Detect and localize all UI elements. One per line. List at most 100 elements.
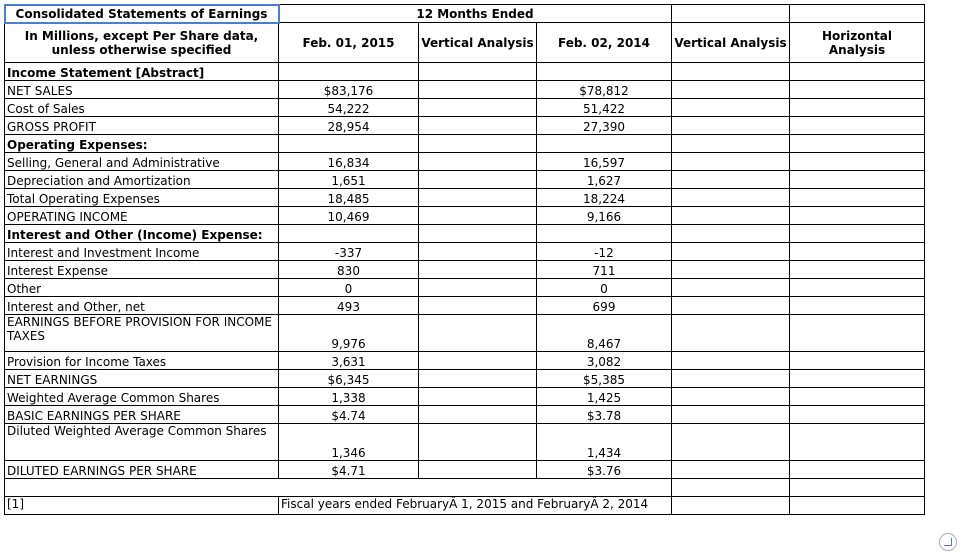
horizontal-analysis bbox=[789, 62, 925, 81]
vertical-analysis-2015 bbox=[418, 460, 537, 479]
table-row: OPERATING INCOME 10,469 9,166 bbox=[4, 206, 925, 225]
vertical-analysis-2015 bbox=[418, 188, 537, 207]
table-row: Interest and Other, net 493 699 bbox=[4, 296, 925, 315]
horizontal-analysis bbox=[789, 170, 925, 189]
units-header: In Millions, except Per Share data, unle… bbox=[4, 22, 279, 63]
period-header: 12 Months Ended bbox=[278, 4, 672, 23]
value-2014: $78,812 bbox=[536, 80, 672, 99]
value-2015: $83,176 bbox=[278, 80, 419, 99]
col-header: Horizontal Analysis bbox=[789, 22, 925, 63]
value-2015: $4.74 bbox=[278, 405, 419, 424]
vertical-analysis-2015 bbox=[418, 423, 537, 461]
vertical-analysis-2015 bbox=[418, 98, 537, 117]
row-label: OPERATING INCOME bbox=[4, 206, 279, 225]
table-title[interactable]: Consolidated Statements of Earnings bbox=[3, 3, 280, 24]
value-2014: 18,224 bbox=[536, 188, 672, 207]
table-row: Depreciation and Amortization 1,651 1,627 bbox=[4, 170, 925, 189]
value-2014: $3.78 bbox=[536, 405, 672, 424]
horizontal-analysis bbox=[789, 260, 925, 279]
value-2014: $5,385 bbox=[536, 369, 672, 388]
row-label: Interest and Other, net bbox=[4, 296, 279, 315]
vertical-analysis-2015 bbox=[418, 260, 537, 279]
table-row: NET EARNINGS $6,345 $5,385 bbox=[4, 369, 925, 388]
row-label: Operating Expenses: bbox=[4, 134, 279, 153]
row-label: EARNINGS BEFORE PROVISION FOR INCOME TAX… bbox=[4, 314, 279, 352]
value-2015: 16,834 bbox=[278, 152, 419, 171]
value-2014: 51,422 bbox=[536, 98, 672, 117]
value-2014 bbox=[536, 62, 672, 81]
value-2015: 54,222 bbox=[278, 98, 419, 117]
value-2015: 10,469 bbox=[278, 206, 419, 225]
table-row: Interest Expense 830 711 bbox=[4, 260, 925, 279]
value-2015: 1,338 bbox=[278, 387, 419, 406]
vertical-analysis-2015 bbox=[418, 387, 537, 406]
vertical-analysis-2015 bbox=[418, 80, 537, 99]
value-2014: -12 bbox=[536, 242, 672, 261]
row-label: DILUTED EARNINGS PER SHARE bbox=[4, 460, 279, 479]
horizontal-analysis bbox=[789, 369, 925, 388]
horizontal-analysis bbox=[789, 351, 925, 370]
vertical-analysis-2015 bbox=[418, 296, 537, 315]
vertical-analysis-2014 bbox=[671, 460, 790, 479]
horizontal-analysis bbox=[789, 314, 925, 352]
value-2015: 28,954 bbox=[278, 116, 419, 135]
vertical-analysis-2014 bbox=[671, 188, 790, 207]
vertical-analysis-2015 bbox=[418, 134, 537, 153]
value-2014: 16,597 bbox=[536, 152, 672, 171]
value-2014: 699 bbox=[536, 296, 672, 315]
row-label: Provision for Income Taxes bbox=[4, 351, 279, 370]
horizontal-analysis bbox=[789, 98, 925, 117]
horizontal-analysis bbox=[789, 152, 925, 171]
value-2014: 1,627 bbox=[536, 170, 672, 189]
table-row: Interest and Other (Income) Expense: bbox=[4, 224, 925, 243]
horizontal-analysis bbox=[789, 423, 925, 461]
value-2014 bbox=[536, 224, 672, 243]
table-row: Interest and Investment Income -337 -12 bbox=[4, 242, 925, 261]
horizontal-analysis bbox=[789, 387, 925, 406]
value-2015: 1,651 bbox=[278, 170, 419, 189]
horizontal-analysis bbox=[789, 405, 925, 424]
value-2015: $4.71 bbox=[278, 460, 419, 479]
value-2014: 1,425 bbox=[536, 387, 672, 406]
table-row: Income Statement [Abstract] bbox=[4, 62, 925, 81]
table-row: Operating Expenses: bbox=[4, 134, 925, 153]
vertical-analysis-2014 bbox=[671, 62, 790, 81]
vertical-analysis-2014 bbox=[671, 296, 790, 315]
horizontal-analysis bbox=[789, 460, 925, 479]
vertical-analysis-2014 bbox=[671, 134, 790, 153]
vertical-analysis-2015 bbox=[418, 278, 537, 297]
vertical-analysis-2014 bbox=[671, 351, 790, 370]
vertical-analysis-2014 bbox=[671, 80, 790, 99]
vertical-analysis-2014 bbox=[671, 170, 790, 189]
value-2015: $6,345 bbox=[278, 369, 419, 388]
table-row: Diluted Weighted Average Common Shares 1,… bbox=[4, 423, 925, 461]
table-row: Total Operating Expenses 18,485 18,224 bbox=[4, 188, 925, 207]
value-2014: 8,467 bbox=[536, 314, 672, 352]
horizontal-analysis bbox=[789, 224, 925, 243]
vertical-analysis-2014 bbox=[671, 423, 790, 461]
col-header: Feb. 02, 2014 bbox=[536, 22, 672, 63]
vertical-analysis-2014 bbox=[671, 116, 790, 135]
horizontal-analysis bbox=[789, 188, 925, 207]
value-2015: 9,976 bbox=[278, 314, 419, 352]
horizontal-analysis bbox=[789, 116, 925, 135]
table-row: Cost of Sales 54,222 51,422 bbox=[4, 98, 925, 117]
value-2015: 830 bbox=[278, 260, 419, 279]
vertical-analysis-2014 bbox=[671, 260, 790, 279]
vertical-analysis-2014 bbox=[671, 224, 790, 243]
value-2015 bbox=[278, 62, 419, 81]
footnote-text: Fiscal years ended FebruaryÂ 1, 2015 and… bbox=[278, 496, 672, 515]
table-row: GROSS PROFIT 28,954 27,390 bbox=[4, 116, 925, 135]
row-label: Diluted Weighted Average Common Shares bbox=[4, 423, 279, 461]
row-label: Other bbox=[4, 278, 279, 297]
table-row: Provision for Income Taxes 3,631 3,082 bbox=[4, 351, 925, 370]
value-2015 bbox=[278, 134, 419, 153]
resize-handle-icon[interactable] bbox=[939, 533, 957, 551]
col-header: Vertical Analysis bbox=[671, 22, 790, 63]
row-label: Interest and Investment Income bbox=[4, 242, 279, 261]
vertical-analysis-2014 bbox=[671, 206, 790, 225]
value-2015: 1,346 bbox=[278, 423, 419, 461]
value-2014: 9,166 bbox=[536, 206, 672, 225]
horizontal-analysis bbox=[789, 242, 925, 261]
vertical-analysis-2014 bbox=[671, 314, 790, 352]
